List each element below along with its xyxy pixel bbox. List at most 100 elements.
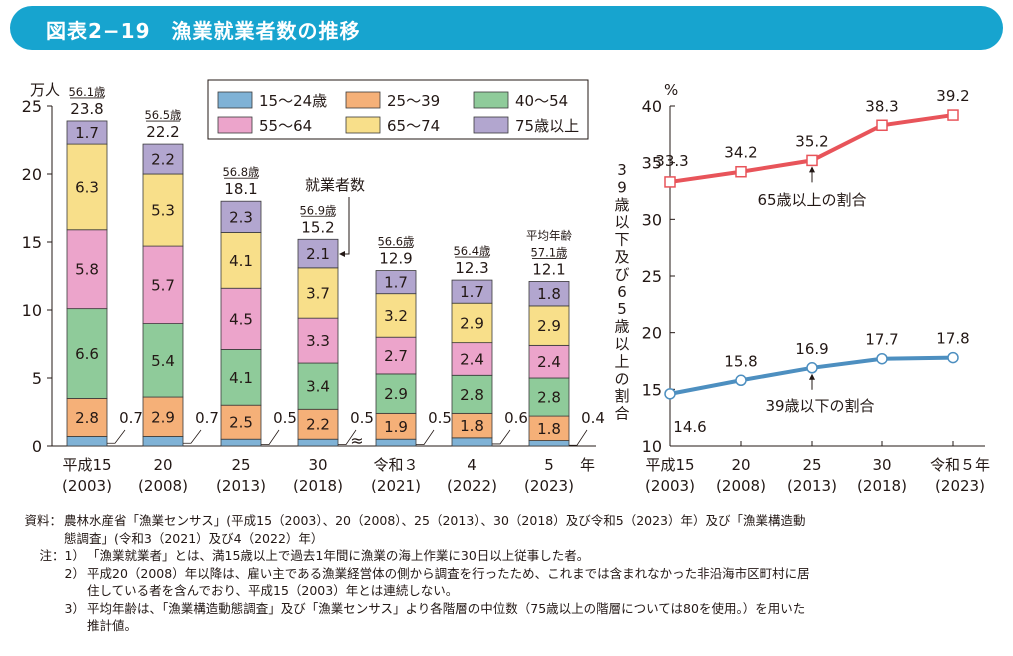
series-name-label: 39歳以下の割合 (765, 397, 874, 415)
avg-age-label: 56.6歳 (377, 235, 415, 249)
data-label: 38.3 (865, 97, 898, 115)
bar-x-tick-year: (2021) (371, 477, 421, 495)
bar-x-tick-label: 4 (467, 456, 477, 474)
leader-line (416, 429, 435, 445)
note-label: 資料： (24, 513, 62, 528)
avg-age-label: 56.8歳 (222, 165, 260, 179)
bar-segment-label: 5.7 (151, 276, 175, 294)
bar-segment-label: 4.1 (229, 369, 253, 387)
bar-total-label: 12.9 (379, 250, 412, 268)
line-x-tick-label: 令和５年 (930, 456, 990, 474)
leader-line (107, 429, 126, 444)
note-text: 平成20（2008）年以降は、雇い主である漁業経営体の側から調査を行ったため、こ… (87, 565, 810, 581)
bar-segment-label: 4.1 (229, 252, 253, 270)
legend-box (207, 79, 589, 140)
bar-segment-label: 6.6 (75, 345, 99, 363)
bar-segment (142, 245, 184, 324)
data-label: 39.2 (936, 87, 969, 105)
bar-segment-label: 3.3 (306, 332, 330, 350)
bar-segment-label: 2.7 (384, 347, 408, 365)
workers-annotation: 就業者数 (305, 176, 365, 194)
bar-segment-label: 1.7 (384, 274, 408, 292)
bar-segment-label: 3.4 (306, 378, 330, 396)
workers-annotation-arrowhead (339, 251, 345, 257)
leader-line (261, 429, 280, 445)
bar-total-label: 18.1 (224, 180, 257, 198)
avg-age-label: 56.5歳 (144, 108, 182, 122)
legend-swatch (217, 116, 253, 134)
bar-x-tick-label: 5 (544, 456, 554, 474)
note-line: 3） 平均年齢は、「漁業構造動態調査」及び「漁業センサス」より各階層の中位数（75… (14, 600, 1004, 618)
bar-segment (451, 374, 493, 414)
bar-total-label: 15.2 (301, 218, 334, 236)
avg-age-label: 56.1歳 (68, 85, 106, 99)
bar-segment (528, 305, 570, 346)
bar-segment (66, 229, 108, 310)
bar-segment-label: 2.9 (537, 317, 561, 335)
bar-x-tick-label: 20 (153, 456, 172, 474)
bar-x-tick-label: 平成15 (62, 456, 111, 474)
note-label: 注：1） (39, 548, 85, 563)
leader-line (338, 429, 357, 445)
bar-x-tick-year: (2013) (216, 477, 266, 495)
bar-segment (142, 396, 184, 437)
bar-segment (528, 415, 570, 441)
note-line: 注：1） 「漁業就業者」とは、満15歳以上で過去1年間に漁業の海上作業に30日以上… (14, 547, 1004, 565)
bar-segment-label: 2.9 (151, 408, 175, 426)
data-label: 17.8 (936, 330, 969, 348)
bar-segment-label: 2.4 (537, 353, 561, 371)
bar-segment-label-15-24: 0.4 (581, 409, 605, 427)
data-label: 17.7 (865, 331, 898, 349)
notes-section: 資料： 農林水産省「漁業センサス」(平成15（2003）、20（2008）、25（… (14, 512, 1004, 635)
series-name-label: 65歳以上の割合 (757, 191, 866, 209)
bar-segment (528, 377, 570, 417)
bar-segment-label-15-24: 0.5 (428, 409, 452, 427)
line-x-tick-label: 平成15 (645, 456, 694, 474)
note-text: 住している者を含んでおり、平成15（2003）年とは連続しない。 (87, 583, 459, 598)
data-point (806, 362, 818, 374)
data-point (947, 109, 959, 121)
title-bar: 図表2−19 漁業就業者数の推移 (10, 6, 1003, 50)
bar-x-tick-label: 30 (308, 456, 327, 474)
bar-y-tick-label: 5 (32, 369, 42, 388)
bar-segment (451, 279, 493, 304)
leader-line (569, 429, 588, 446)
bar-segment-label: 3.7 (306, 285, 330, 303)
bar-segment (375, 373, 417, 414)
bar-x-tick-year: (2003) (62, 477, 112, 495)
data-label: 14.6 (673, 418, 706, 436)
bar-segment (297, 267, 339, 319)
bar-segment (66, 397, 108, 437)
bar-segment-label: 1.7 (460, 283, 484, 301)
axis-break-mark: ≈ (350, 431, 363, 450)
bar-segment (297, 238, 339, 269)
note-line: 態調査」(令和3（2021）及び4（2022）年） (14, 530, 1004, 548)
stacked-bar-chart: 0510152025万人2.86.65.86.31.70.723.856.1歳平… (22, 79, 605, 495)
line-y-unit: % (664, 81, 678, 99)
note-text: 態調査」(令和3（2021）及び4（2022）年） (64, 530, 324, 546)
avg-age-label: 57.1歳 (530, 245, 568, 259)
leader-line (492, 429, 511, 445)
bar-segment-label-15-24: 0.5 (350, 409, 374, 427)
bar-segment (142, 173, 184, 247)
note-line: 資料： 農林水産省「漁業センサス」(平成15（2003）、20（2008）、25（… (14, 512, 1004, 530)
legend-label: 15〜24歳 (259, 92, 327, 110)
data-point (664, 176, 676, 188)
bar-segment (66, 120, 108, 145)
chart-title: 図表2−19 漁業就業者数の推移 (46, 19, 361, 43)
data-point (735, 374, 747, 387)
avg-age-label: 56.9歳 (299, 203, 337, 217)
bar-segment (142, 143, 184, 175)
line-side-label: 3 9 歳以下及び 6 5 歳以上の割合 (614, 161, 629, 423)
bar-y-tick-label: 0 (32, 437, 42, 456)
legend-label: 40〜54 (515, 92, 568, 110)
bar-segment-label: 5.4 (151, 352, 175, 370)
line-x-tick-label: 30 (872, 456, 891, 474)
line-y-tick-label: 40 (642, 97, 662, 116)
line-y-tick-label: 20 (642, 324, 662, 343)
bar-segment (220, 404, 262, 440)
line-x-tick-year: (2018) (857, 477, 907, 495)
line-chart: 10 15 20 25 30 35 40% 3 9 歳以下及び 6 5 歳以上の割合 33.3 34.2 35… (614, 81, 990, 495)
bar-segment (66, 143, 108, 231)
bar-x-tick-year: (2018) (293, 477, 343, 495)
